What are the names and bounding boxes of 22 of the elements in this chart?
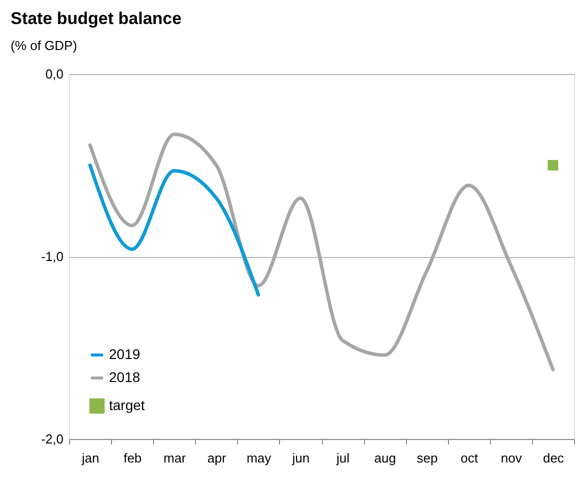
legend-label: 2018 bbox=[109, 369, 140, 385]
line-series bbox=[88, 132, 555, 372]
x-tick-label: sep bbox=[416, 450, 438, 466]
x-tick-label: nov bbox=[500, 450, 522, 466]
legend-label: target bbox=[109, 397, 145, 413]
x-tick-label: feb bbox=[124, 450, 142, 466]
legend-label: 2019 bbox=[109, 346, 140, 362]
x-tick-label: apr bbox=[207, 450, 227, 466]
line-series bbox=[88, 164, 260, 297]
x-tick-label: aug bbox=[374, 450, 396, 466]
x-tick-label: jun bbox=[291, 450, 310, 466]
chart-title: State budget balance bbox=[10, 9, 182, 28]
y-tick-label: -1,0 bbox=[41, 249, 64, 264]
y-axis-title: (% of GDP) bbox=[10, 38, 78, 53]
y-tick-label: -2,0 bbox=[41, 432, 64, 446]
x-tick-label: jan bbox=[80, 450, 100, 466]
x-tick-label: dec bbox=[542, 450, 564, 466]
x-tick-label: mar bbox=[164, 450, 187, 466]
x-tick-label: oct bbox=[460, 450, 478, 466]
x-tick-label: jul bbox=[336, 450, 350, 466]
y-tick-label: 0,0 bbox=[45, 66, 64, 82]
x-tick-label: may bbox=[246, 450, 272, 466]
